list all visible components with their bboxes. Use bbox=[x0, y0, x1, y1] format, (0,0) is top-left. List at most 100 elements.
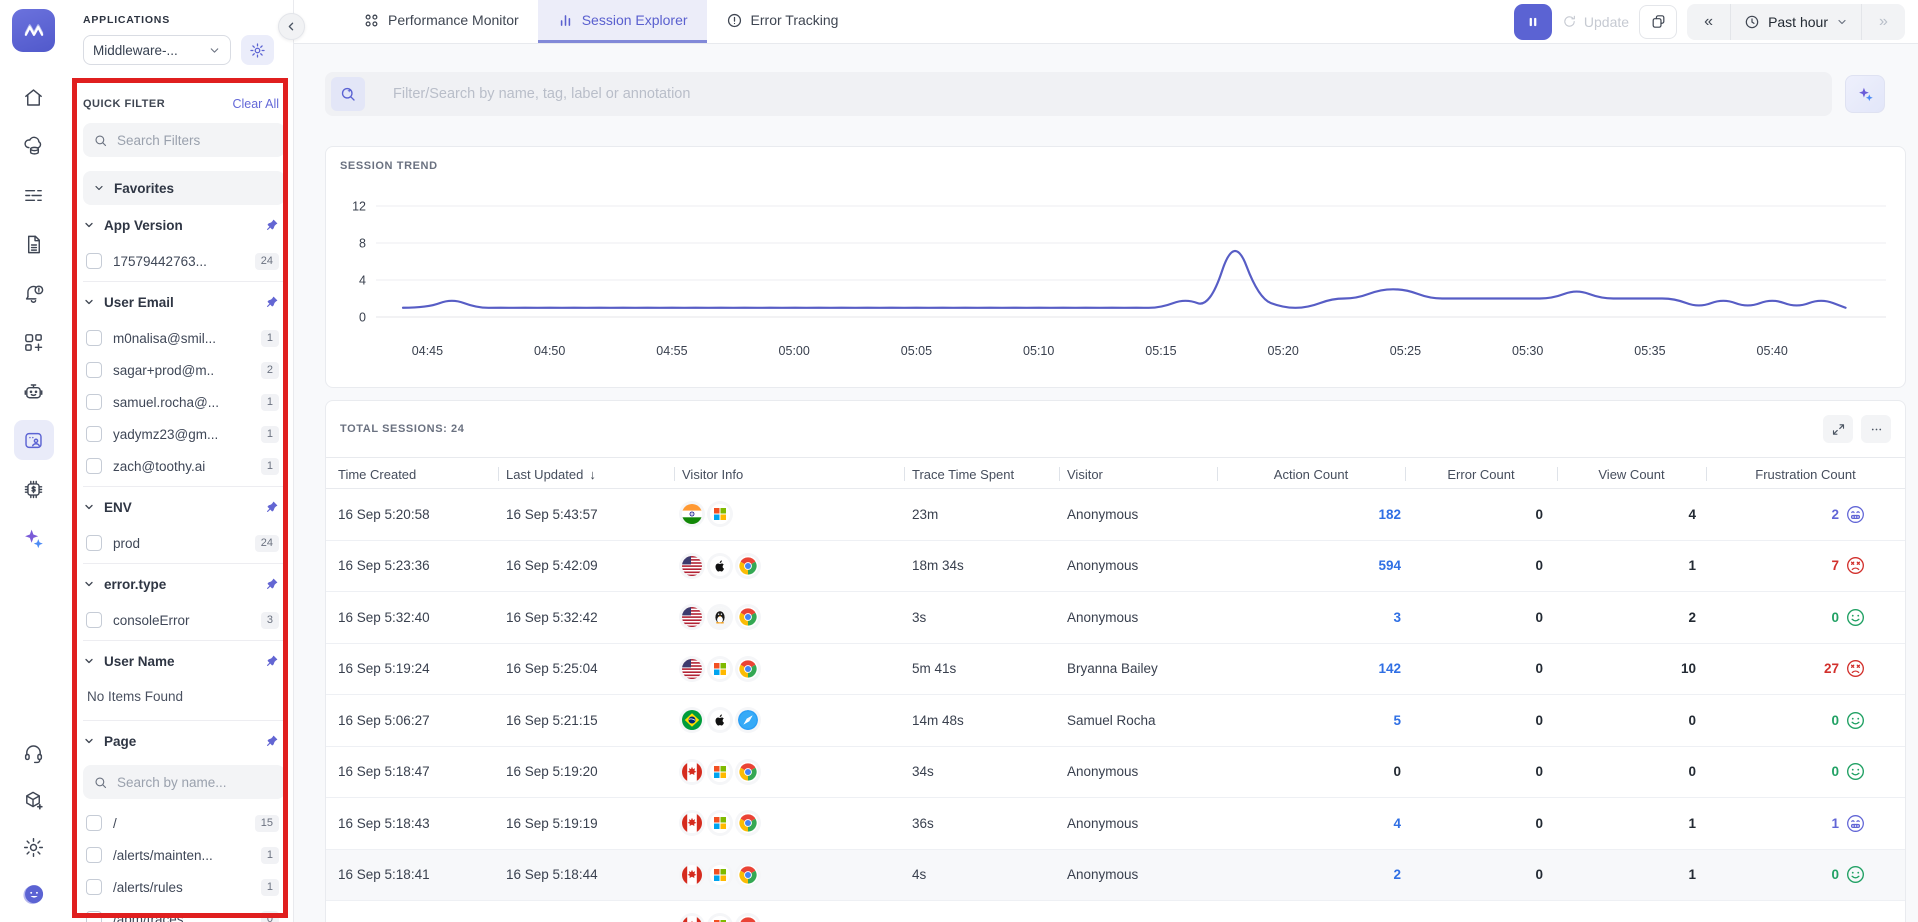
rail-item-billing[interactable] bbox=[14, 469, 54, 509]
sidebar-collapse-button[interactable] bbox=[278, 13, 305, 40]
column-header-view-count[interactable]: View Count bbox=[1557, 458, 1706, 490]
pin-icon[interactable] bbox=[265, 218, 279, 232]
time-range-forward-button[interactable]: » bbox=[1862, 4, 1905, 40]
session-row[interactable]: 16 Sep 5:18:43 16 Sep 5:19:19 36s Anonymous… bbox=[326, 798, 1905, 850]
session-row[interactable]: 16 Sep 5:18:47 16 Sep 5:19:20 34s Anonymous… bbox=[326, 747, 1905, 798]
rail-item-alerts[interactable] bbox=[14, 273, 54, 313]
tab-session-explorer[interactable]: Session Explorer bbox=[537, 0, 707, 43]
filter-item-[interactable]: / 15 bbox=[83, 807, 285, 839]
filter-item-alerts-mainten[interactable]: /alerts/mainten... 1 bbox=[83, 839, 285, 871]
pause-live-button[interactable] bbox=[1513, 3, 1552, 40]
session-row[interactable]: 16 Sep 5:18:41 16 Sep 5:18:44 4s Anonymous 2… bbox=[326, 849, 1905, 901]
rail-item-ai-sparkle[interactable] bbox=[14, 518, 54, 558]
filter-item-sagar-prod-m[interactable]: sagar+prod@m.. 2 bbox=[83, 354, 285, 386]
filter-item-samuel-rocha[interactable]: samuel.rocha@... 1 bbox=[83, 386, 285, 418]
ai-assist-button[interactable] bbox=[1845, 75, 1885, 113]
action-count-value[interactable]: 5 bbox=[1393, 712, 1401, 728]
action-count-value[interactable]: 2 bbox=[1393, 867, 1401, 883]
global-filter-input[interactable] bbox=[365, 86, 1832, 102]
filter-section-header[interactable]: error.type bbox=[83, 564, 285, 604]
action-count-value[interactable]: 594 bbox=[1378, 558, 1401, 574]
time-range-select[interactable]: Past hour bbox=[1730, 3, 1862, 40]
ai-search-icon[interactable] bbox=[331, 77, 365, 111]
action-count-value[interactable]: 142 bbox=[1378, 661, 1401, 677]
filter-item-prod[interactable]: prod 24 bbox=[83, 527, 285, 559]
session-row[interactable]: 16 Sep 5:06:27 16 Sep 5:21:15 14m 48s Samue… bbox=[326, 695, 1905, 747]
tab-performance-monitor[interactable]: Performance Monitor bbox=[344, 0, 538, 43]
session-row[interactable]: 16 Sep 5:23:36 16 Sep 5:42:09 18m 34s Anony… bbox=[326, 541, 1905, 592]
checkbox[interactable] bbox=[86, 612, 102, 628]
filter-section-header[interactable]: Page bbox=[83, 721, 285, 761]
checkbox[interactable] bbox=[86, 879, 102, 895]
clear-all-link[interactable]: Clear All bbox=[232, 97, 279, 111]
rail-item-bot[interactable] bbox=[14, 371, 54, 411]
column-header-last-updated[interactable]: Last Updated ↓ bbox=[498, 458, 674, 490]
session-row[interactable]: 16 Sep 5:20:58 16 Sep 5:43:57 23m Anonymous… bbox=[326, 489, 1905, 541]
checkbox[interactable] bbox=[86, 426, 102, 442]
action-count-value[interactable]: 3 bbox=[1393, 609, 1401, 625]
action-count-value[interactable]: 4 bbox=[1393, 815, 1401, 831]
pin-icon[interactable] bbox=[265, 734, 279, 748]
rail-item-user-avatar[interactable] bbox=[14, 874, 54, 914]
filter-item-consoleerror[interactable]: consoleError 3 bbox=[83, 604, 285, 636]
checkbox[interactable] bbox=[86, 253, 102, 269]
rail-item-support-headset[interactable] bbox=[14, 733, 54, 773]
filter-section-header[interactable]: User Email bbox=[83, 282, 285, 322]
filter-section-header[interactable]: ENV bbox=[83, 487, 285, 527]
filter-item-yadymz23-gm[interactable]: yadymz23@gm... 1 bbox=[83, 418, 285, 450]
session-trend-chart[interactable]: 0 4 8 12 04:45 04:50 04:55 05:00 05:05 05:10 05:15… bbox=[326, 151, 1898, 379]
filter-item-m0nalisa-smil[interactable]: m0nalisa@smil... 1 bbox=[83, 322, 285, 354]
rail-item-integrations[interactable] bbox=[14, 780, 54, 820]
rail-item-dashboards[interactable] bbox=[14, 322, 54, 362]
application-select[interactable]: Middleware-... bbox=[83, 35, 231, 65]
checkbox[interactable] bbox=[86, 330, 102, 346]
app-logo[interactable] bbox=[12, 9, 55, 52]
sort-desc-icon[interactable]: ↓ bbox=[589, 466, 596, 482]
column-header-frustration-count[interactable]: Frustration Count bbox=[1706, 458, 1905, 490]
rail-item-infrastructure[interactable] bbox=[14, 126, 54, 166]
rail-item-logs[interactable] bbox=[14, 175, 54, 215]
action-count-value[interactable]: 182 bbox=[1378, 506, 1401, 522]
pin-icon[interactable] bbox=[265, 295, 279, 309]
pin-icon[interactable] bbox=[265, 654, 279, 668]
favorites-toggle[interactable]: Favorites bbox=[83, 171, 285, 205]
column-header-visitor-info[interactable]: Visitor Info bbox=[674, 458, 904, 490]
rail-item-session-replay[interactable] bbox=[13, 420, 54, 460]
column-header-visitor[interactable]: Visitor bbox=[1059, 458, 1217, 490]
checkbox[interactable] bbox=[86, 847, 102, 863]
checkbox[interactable] bbox=[86, 362, 102, 378]
update-button[interactable]: Update bbox=[1562, 14, 1629, 30]
expand-table-button[interactable] bbox=[1823, 415, 1853, 443]
session-row[interactable] bbox=[326, 901, 1905, 922]
session-row[interactable]: 16 Sep 5:32:40 16 Sep 5:32:42 3s Anonymous 3… bbox=[326, 592, 1905, 644]
column-header-error-count[interactable]: Error Count bbox=[1405, 458, 1557, 490]
pin-icon[interactable] bbox=[265, 500, 279, 514]
filter-item-zach-toothy-ai[interactable]: zach@toothy.ai 1 bbox=[83, 450, 285, 482]
column-header-trace-time-spent[interactable]: Trace Time Spent bbox=[904, 458, 1059, 490]
rail-item-documents[interactable] bbox=[14, 224, 54, 264]
time-range-back-button[interactable]: « bbox=[1687, 4, 1730, 40]
section-search-input[interactable] bbox=[117, 774, 275, 790]
filter-section-header[interactable]: App Version bbox=[83, 205, 285, 245]
checkbox[interactable] bbox=[86, 535, 102, 551]
column-header-action-count[interactable]: Action Count bbox=[1217, 458, 1405, 490]
checkbox[interactable] bbox=[86, 815, 102, 831]
checkbox[interactable] bbox=[86, 394, 102, 410]
pin-icon[interactable] bbox=[265, 577, 279, 591]
checkbox[interactable] bbox=[86, 911, 102, 922]
table-more-button[interactable] bbox=[1861, 415, 1891, 443]
column-header-time-created[interactable]: Time Created bbox=[326, 458, 498, 490]
application-settings-button[interactable] bbox=[241, 35, 274, 65]
filter-search-input[interactable] bbox=[117, 132, 275, 148]
filter-item-apm-traces[interactable]: /apm/traces 0 bbox=[83, 903, 285, 922]
rail-item-settings-gear[interactable] bbox=[14, 827, 54, 867]
rail-item-home[interactable] bbox=[14, 77, 54, 117]
session-row[interactable]: 16 Sep 5:19:24 16 Sep 5:25:04 5m 41s Bryann… bbox=[326, 644, 1905, 695]
filter-item-17579442763[interactable]: 17579442763... 24 bbox=[83, 245, 285, 277]
view-tabs: Performance Monitor Session Explorer Error… bbox=[294, 0, 857, 43]
checkbox[interactable] bbox=[86, 458, 102, 474]
filter-section-header[interactable]: User Name bbox=[83, 641, 285, 681]
copy-button[interactable] bbox=[1639, 4, 1678, 39]
tab-error-tracking[interactable]: Error Tracking bbox=[707, 0, 858, 43]
filter-item-alerts-rules[interactable]: /alerts/rules 1 bbox=[83, 871, 285, 903]
